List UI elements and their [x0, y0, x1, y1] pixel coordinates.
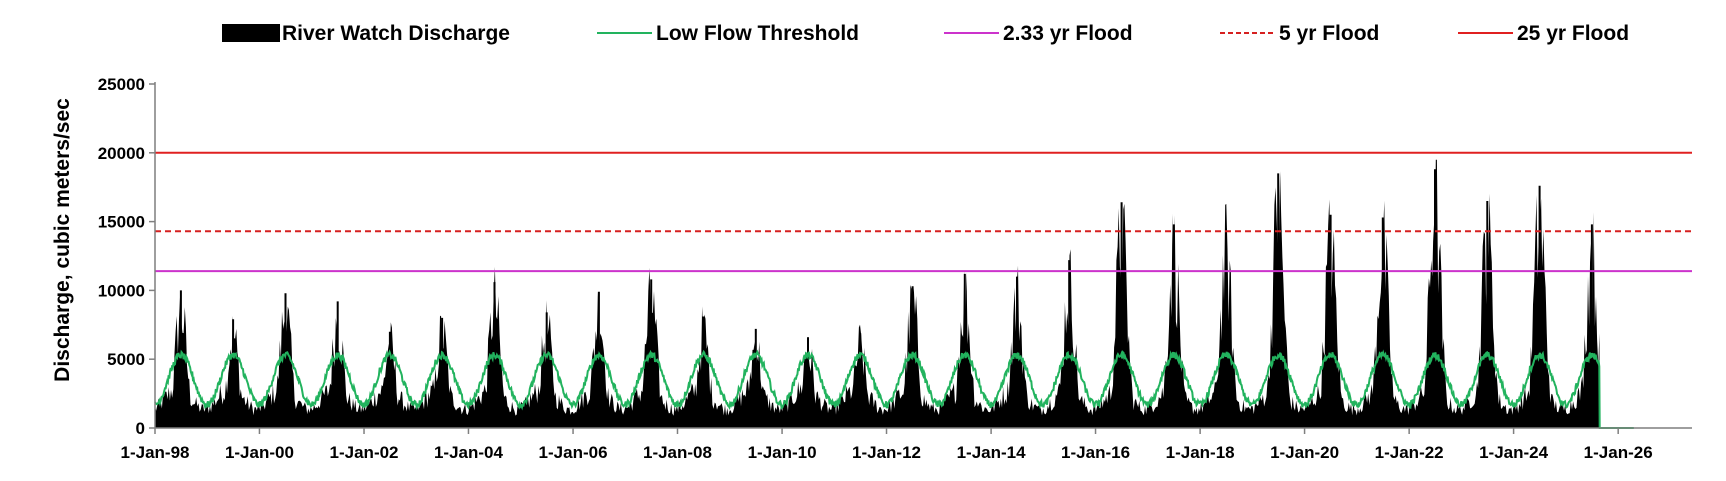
x-tick-label: 1-Jan-98	[121, 443, 190, 462]
axes-group	[154, 82, 1692, 429]
legend: River Watch Discharge Low Flow Threshold…	[222, 22, 1629, 45]
y-tick-label: 10000	[98, 281, 145, 300]
x-tick-label: 1-Jan-02	[330, 443, 399, 462]
legend-label-flood-2-33: 2.33 yr Flood	[1003, 22, 1133, 45]
low-flow-group	[154, 349, 1634, 429]
x-tick-label: 1-Jan-16	[1061, 443, 1130, 462]
x-tick-label: 1-Jan-06	[539, 443, 608, 462]
x-tick-label: 1-Jan-18	[1166, 443, 1235, 462]
x-tick-label: 1-Jan-08	[643, 443, 712, 462]
legend-label-flood-25: 25 yr Flood	[1517, 22, 1629, 45]
legend-item-flood-2-33: 2.33 yr Flood	[944, 22, 1133, 45]
discharge-area-group	[155, 159, 1600, 428]
legend-swatch-discharge	[222, 24, 280, 42]
legend-label-low-flow: Low Flow Threshold	[656, 22, 859, 45]
y-tick-label: 5000	[107, 350, 145, 369]
y-tick-label: 0	[136, 419, 145, 438]
x-ticks-group: 1-Jan-98 1-Jan-00 1-Jan-02 1-Jan-04 1-Jan-06…	[121, 428, 1653, 462]
x-tick-label: 1-Jan-26	[1584, 443, 1653, 462]
legend-item-flood-5: 5 yr Flood	[1220, 22, 1379, 45]
x-tick-label: 1-Jan-22	[1375, 443, 1444, 462]
y-tick-label: 25000	[98, 75, 145, 94]
x-tick-label: 1-Jan-12	[852, 443, 921, 462]
legend-item-discharge: River Watch Discharge	[222, 22, 510, 45]
y-tick-label: 20000	[98, 144, 145, 163]
y-ticks-group: 0 5000 10000 15000 20000 25000	[98, 75, 155, 438]
legend-label-discharge: River Watch Discharge	[282, 22, 510, 45]
discharge-area	[155, 159, 1600, 428]
flood-lines-group	[155, 151, 1692, 273]
x-tick-label: 1-Jan-04	[434, 443, 504, 462]
x-tick-label: 1-Jan-20	[1270, 443, 1339, 462]
x-tick-label: 1-Jan-10	[748, 443, 817, 462]
x-tick-label: 1-Jan-00	[225, 443, 294, 462]
legend-item-flood-25: 25 yr Flood	[1458, 22, 1629, 45]
legend-label-flood-5: 5 yr Flood	[1279, 22, 1379, 45]
legend-item-low-flow: Low Flow Threshold	[597, 22, 859, 45]
x-tick-label: 1-Jan-24	[1479, 443, 1549, 462]
x-tick-label: 1-Jan-14	[957, 443, 1027, 462]
low-flow-line	[154, 349, 1634, 429]
y-axis-title: Discharge, cubic meters/sec	[51, 98, 74, 382]
y-tick-label: 15000	[98, 213, 145, 232]
